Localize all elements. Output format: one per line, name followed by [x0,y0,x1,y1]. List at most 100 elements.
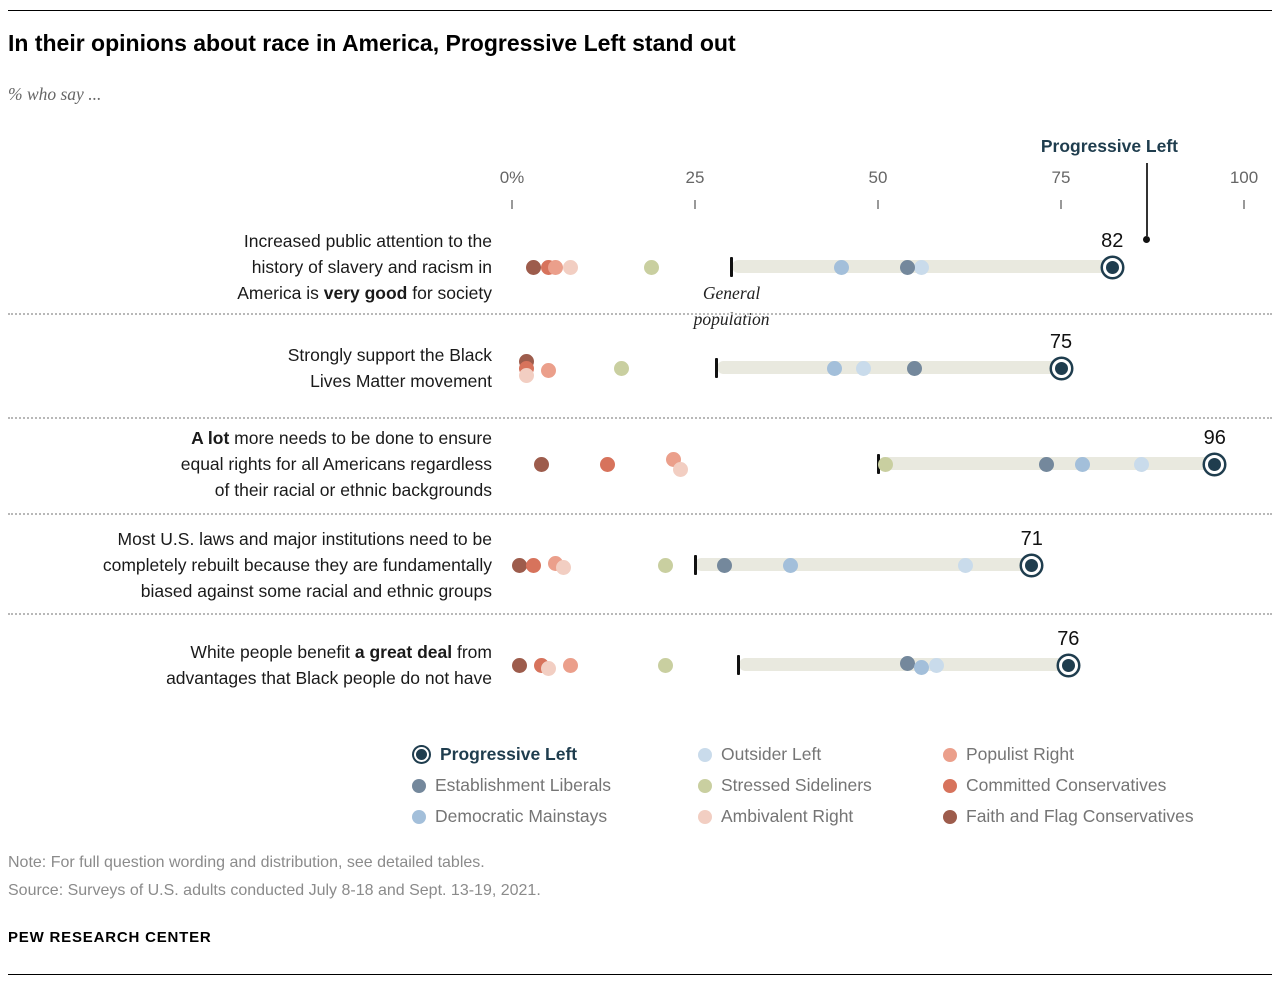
x-axis-tick-label: 100 [1229,168,1259,187]
dot-stressed-sideliners [658,557,674,573]
row-separator [8,513,1272,515]
dot-stressed-sideliners [658,657,674,673]
legend-dot-establishment-liberals [412,778,426,793]
legend-label: Democratic Mainstays [435,806,608,826]
x-axis-tick-label: 75 [1051,168,1071,187]
footnote: Note: For full question wording and dist… [8,854,485,871]
legend-label: Establishment Liberals [435,775,612,795]
dot-populist-right [541,362,557,378]
progressive-left-value: 82 [1101,230,1124,252]
legend-item-populist-right: Populist Right [943,744,1074,765]
legend-item-faith-flag-conservatives: Faith and Flag Conservatives [943,806,1194,827]
dot-democratic-mainstays [1075,456,1091,472]
legend-label: Committed Conservatives [966,775,1167,795]
row-range-bar [695,558,1041,571]
dot-outsider-left [1134,456,1150,472]
legend-item-committed-conservatives: Committed Conservatives [943,775,1166,796]
dot-democratic-mainstays [833,259,849,275]
legend-item-establishment-liberals: Establishment Liberals [412,775,611,796]
progressive-left-callout-label: Progressive Left [1040,136,1178,156]
legend-dot-faith-flag-conservatives [943,809,957,824]
dot-establishment-liberals [716,557,732,573]
chart-title: In their opinions about race in America,… [8,30,736,56]
dot-progressive-left [1058,655,1078,675]
callout-end-dot [1143,236,1150,243]
bottom-rule [8,974,1272,975]
dot-outsider-left [958,557,974,573]
progressive-left-value: 96 [1203,427,1226,449]
row-range-bar [716,361,1070,374]
top-rule [8,10,1272,11]
x-axis-tick-label: 0% [499,168,525,187]
legend-item-outsider-left: Outsider Left [698,744,821,765]
pew-research-center-wordmark: PEW RESEARCH CENTER [8,929,212,946]
general-population-marker [730,257,734,277]
progressive-left-value: 71 [1020,528,1043,550]
dot-outsider-left [929,657,945,673]
callout-line [1146,163,1148,236]
progressive-left-value: 75 [1049,331,1073,353]
dot-faith-flag-conservatives [526,259,542,275]
dot-establishment-liberals [907,360,923,376]
chart-subtitle: % who say ... [8,84,102,104]
general-population-marker [693,555,697,575]
source-note: Source: Surveys of U.S. adults conducted… [8,882,541,899]
dot-progressive-left [1022,555,1042,575]
legend-label: Ambivalent Right [721,806,854,826]
dot-outsider-left [855,360,871,376]
legend-label: Outsider Left [721,744,822,764]
dot-establishment-liberals [899,259,915,275]
legend-dot-populist-right [943,747,957,762]
dot-progressive-left [1102,257,1122,277]
legend-dot-progressive-left [414,747,429,762]
dot-outsider-left [914,259,930,275]
dot-stressed-sideliners [877,456,893,472]
legend-label: Stressed Sideliners [721,775,872,795]
dot-faith-flag-conservatives [511,657,527,673]
legend-dot-stressed-sideliners [698,778,712,793]
x-axis-tick-label: 25 [685,168,705,187]
dot-ambivalent-right [519,367,535,383]
statement-label: Most U.S. laws and major institutions ne… [102,529,492,601]
dot-progressive-left [1205,454,1225,474]
dot-populist-right [548,259,564,275]
statement-label: White people benefit a great deal from ad… [166,642,492,688]
legend-dot-outsider-left [698,747,712,762]
dot-committed-conservatives [526,557,542,573]
x-axis-tick-mark [511,200,513,209]
x-axis-tick-mark [1060,200,1062,209]
statement-label: Strongly support the Black Lives Matter m… [287,345,492,391]
general-population-annotation: General population [693,283,770,329]
dot-progressive-left [1051,358,1071,378]
legend-dot-ambivalent-right [698,809,712,824]
dot-stressed-sideliners [614,360,630,376]
dot-democratic-mainstays [914,659,930,675]
general-population-marker [715,358,719,378]
statement-label: Increased public attention to the history… [237,231,492,303]
x-axis-tick-mark [877,200,879,209]
dot-ambivalent-right [541,660,557,676]
dot-faith-flag-conservatives [533,456,549,472]
legend-item-stressed-sideliners: Stressed Sideliners [698,775,872,796]
row-separator [8,613,1272,615]
x-axis-tick-label: 50 [868,168,888,187]
dot-establishment-liberals [1038,456,1054,472]
dot-democratic-mainstays [782,557,798,573]
dot-committed-conservatives [599,456,615,472]
legend-item-progressive-left: Progressive Left [412,744,577,765]
dot-ambivalent-right [672,461,688,477]
legend-label: Faith and Flag Conservatives [966,806,1194,826]
legend-dot-democratic-mainstays [412,809,426,824]
general-population-marker [737,655,741,675]
dot-populist-right [563,657,579,673]
dot-democratic-mainstays [826,360,842,376]
legend-label: Populist Right [966,744,1074,764]
dot-ambivalent-right [555,559,571,575]
legend-item-democratic-mainstays: Democratic Mainstays [412,806,607,827]
dot-ambivalent-right [563,259,579,275]
dot-faith-flag-conservatives [511,557,527,573]
x-axis-tick-mark [694,200,696,209]
row-separator [8,313,1272,315]
legend-dot-committed-conservatives [943,778,957,793]
